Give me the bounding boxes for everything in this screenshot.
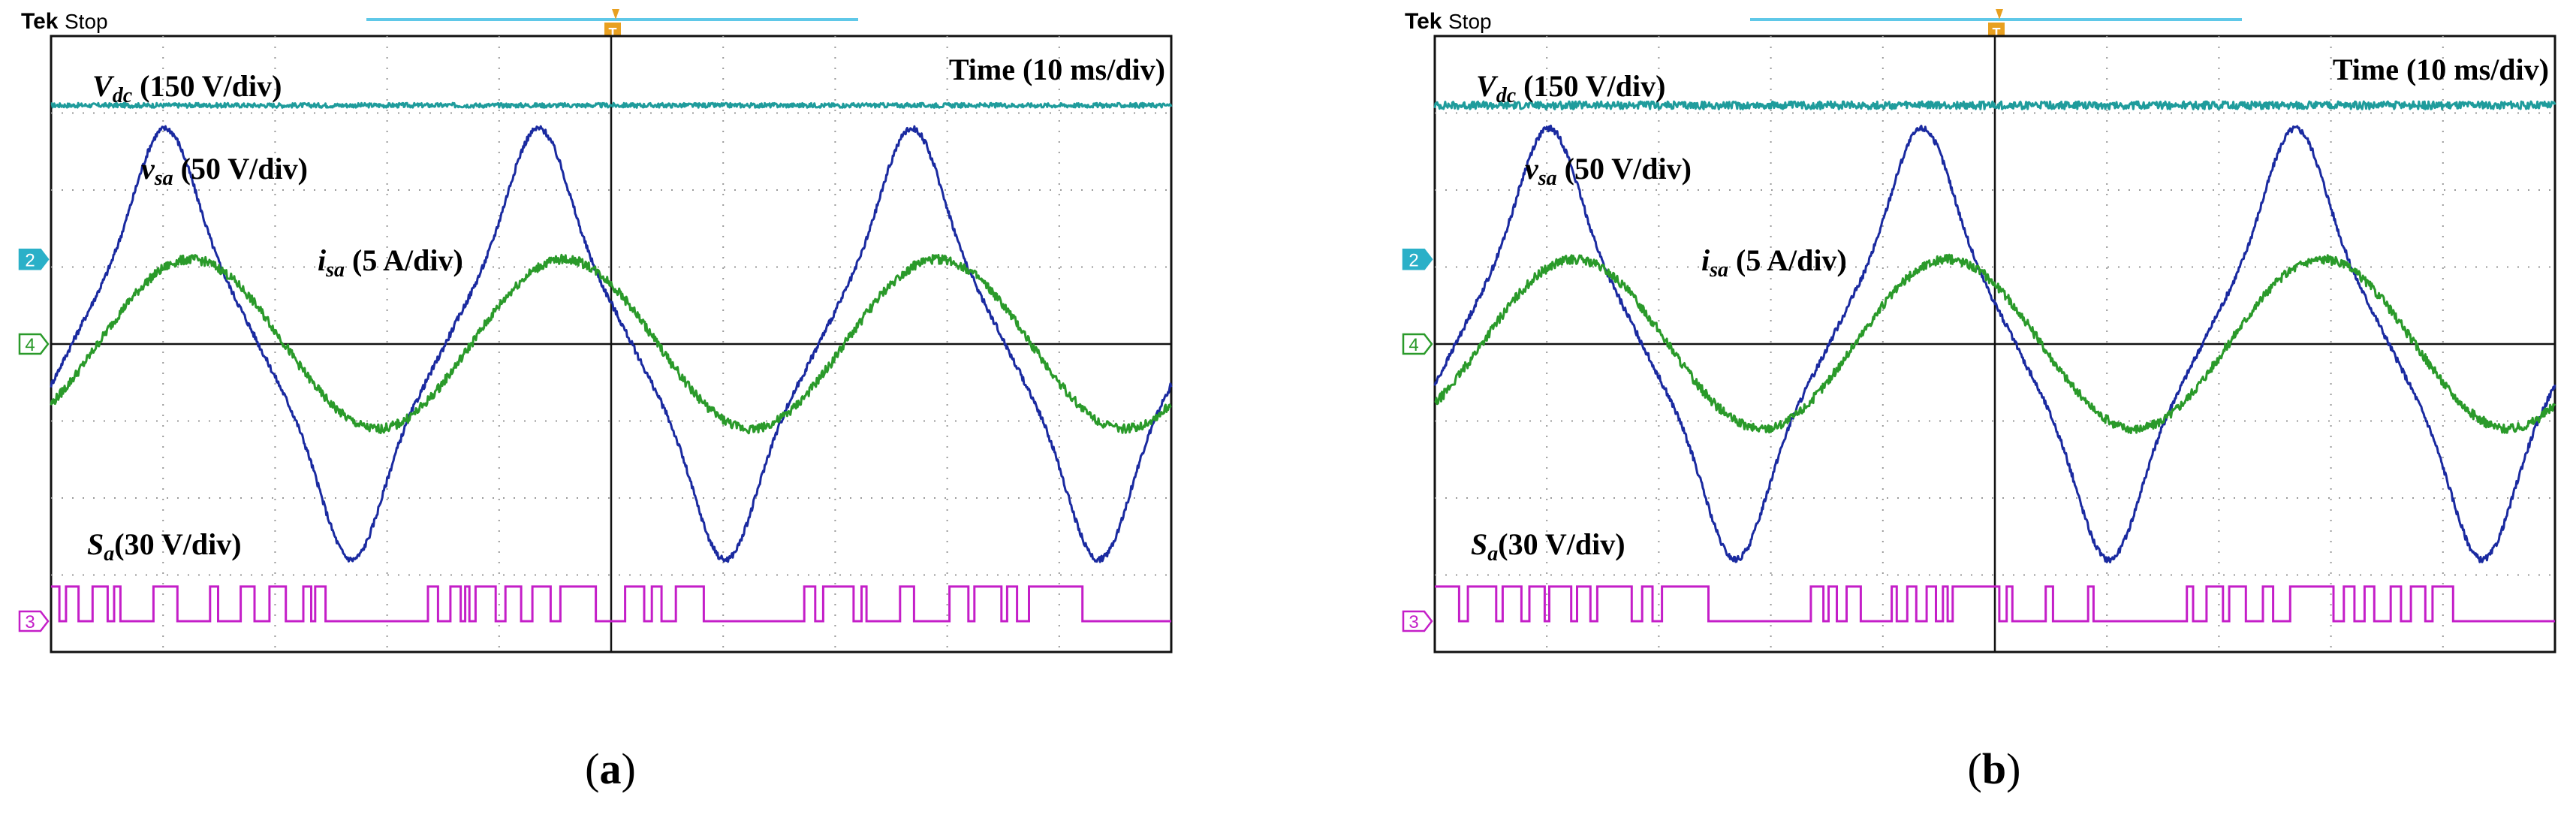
trigger-position-icon xyxy=(612,9,619,20)
trace-label-v-sa: vsa (50 V/div) xyxy=(141,152,308,190)
trace-label-symbol: v xyxy=(1525,152,1539,186)
trace-label-symbol: S xyxy=(1471,527,1487,561)
channel-marker-label-4: 4 xyxy=(1409,335,1418,355)
scope-status-label: Stop xyxy=(65,10,108,33)
panel-caption-b: (b) xyxy=(1967,744,2021,793)
panel-label-b: b xyxy=(1981,744,2007,793)
trace-label-subscript: sa xyxy=(154,167,173,190)
trace-label-symbol: V xyxy=(1476,69,1499,103)
channel-marker-3 xyxy=(18,610,50,632)
channel-marker-2 xyxy=(1402,249,1433,270)
trace-label-scale: (30 V/div) xyxy=(114,527,241,561)
trace-label-subscript: sa xyxy=(1538,167,1557,190)
trace-label-v-dc: Vdc (150 V/div) xyxy=(1476,69,1665,107)
trace-s-a xyxy=(1435,585,2555,623)
trace-label-symbol: i xyxy=(1701,243,1710,277)
channel-marker-3 xyxy=(1402,610,1433,632)
trace-label-symbol: v xyxy=(141,152,155,186)
channel-marker-4 xyxy=(18,333,50,355)
scope-brand-label: Tek xyxy=(21,9,59,34)
panel-caption-a: (a) xyxy=(585,744,636,793)
scope-brand-label: Tek xyxy=(1405,9,1442,34)
trace-v-sa xyxy=(50,125,1173,563)
trace-label-subscript: sa xyxy=(325,258,345,282)
trace-label-subscript: dc xyxy=(113,84,133,107)
trace-i-sa xyxy=(1434,253,2556,434)
trace-label-symbol: S xyxy=(87,527,104,561)
trigger-level-label: T xyxy=(1993,26,2001,41)
channel-marker-label-3: 3 xyxy=(25,612,35,632)
trace-label-scale: (5 A/div) xyxy=(345,243,463,277)
trace-v-dc xyxy=(1433,100,2556,110)
trace-label-v-dc: Vdc (150 V/div) xyxy=(92,69,282,107)
trace-label-subscript: a xyxy=(104,542,114,566)
trace-label-i-sa: isa (5 A/div) xyxy=(1701,243,1847,282)
trigger-position-icon xyxy=(1996,9,2003,20)
trigger-level-label: T xyxy=(609,26,617,41)
trace-label-scale: (5 A/div) xyxy=(1728,243,1847,277)
trace-label-scale: (150 V/div) xyxy=(1516,69,1665,103)
panel-label-a: a xyxy=(599,744,622,793)
channel-marker-2 xyxy=(18,249,50,270)
time-scale-label: Time (10 ms/div) xyxy=(2333,53,2549,86)
trace-v-dc xyxy=(50,101,1173,109)
trace-label-s-a: Sa(30 V/div) xyxy=(1471,527,1625,566)
trace-label-symbol: i xyxy=(318,243,326,277)
trace-label-s-a: Sa(30 V/div) xyxy=(87,527,242,566)
trace-label-scale: (30 V/div) xyxy=(1498,527,1625,561)
trace-label-symbol: V xyxy=(92,69,115,103)
trace-label-v-sa: vsa (50 V/div) xyxy=(1525,152,1692,190)
channel-marker-label-4: 4 xyxy=(25,335,35,355)
trace-label-scale: (50 V/div) xyxy=(173,152,308,186)
trace-s-a xyxy=(51,585,1171,623)
trace-label-i-sa: isa (5 A/div) xyxy=(318,243,463,282)
channel-marker-4 xyxy=(1402,333,1433,355)
channel-marker-label-2: 2 xyxy=(25,250,35,270)
trace-label-subscript: dc xyxy=(1496,84,1517,107)
trace-label-scale: (50 V/div) xyxy=(1557,152,1692,186)
trace-label-subscript: sa xyxy=(1709,258,1728,282)
channel-marker-label-2: 2 xyxy=(1409,250,1418,270)
trace-i-sa xyxy=(50,253,1172,435)
time-scale-label: Time (10 ms/div) xyxy=(949,53,1165,86)
scope-status-label: Stop xyxy=(1448,10,1492,33)
channel-marker-label-3: 3 xyxy=(1409,612,1418,632)
trace-v-sa xyxy=(1433,124,2556,563)
trace-label-scale: (150 V/div) xyxy=(132,69,282,103)
trace-label-subscript: a xyxy=(1487,542,1498,566)
